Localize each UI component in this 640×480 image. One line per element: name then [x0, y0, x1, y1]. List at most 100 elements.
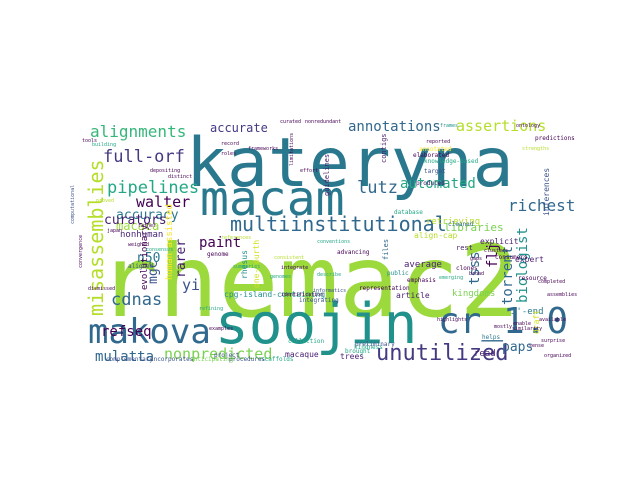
cloud-word: complementary	[106, 356, 153, 363]
cloud-word: sense	[529, 343, 544, 349]
cloud-word: target	[424, 168, 446, 175]
cloud-word: rather	[138, 223, 156, 229]
cloud-canvas	[71, 118, 570, 364]
cloud-word: alignments	[90, 122, 186, 141]
cloud-word: annotated	[419, 146, 452, 153]
cloud-word: article	[396, 291, 430, 300]
cloud-word: human-assisted	[165, 204, 175, 280]
cloud-word: rhemac2	[98, 223, 519, 340]
cloud-word: explicit	[480, 237, 519, 246]
cloud-word: full-orf	[103, 147, 185, 167]
cloud-word: predictions	[535, 135, 575, 142]
cloud-word: 5'-end	[511, 307, 544, 317]
cloud-word: aligned	[128, 263, 154, 270]
cloud-word: frames	[440, 123, 458, 129]
cloud-word: completed	[538, 279, 565, 285]
cloud-word: trees	[340, 352, 364, 361]
cloud-word: kingdoms	[452, 289, 495, 299]
cloud-word: distinct	[168, 174, 192, 180]
cloud-word: representation	[359, 285, 410, 292]
cloud-word: consensus	[146, 247, 173, 253]
cloud-word: highlights	[437, 317, 467, 323]
cloud-word: surprise	[541, 338, 565, 344]
cloud-word: mgc	[146, 261, 161, 284]
cloud-word: dismissed	[88, 286, 115, 292]
cloud-word: building	[92, 142, 116, 148]
cloud-word: automated	[400, 176, 476, 192]
cloud-word: cleaned	[448, 221, 474, 228]
cloud-word: curated	[280, 119, 301, 125]
cloud-word: paint	[199, 235, 241, 251]
cloud-word: japan	[107, 228, 122, 234]
cloud-word: misassemblies	[84, 159, 108, 316]
cloud-word: one-fourth	[252, 240, 261, 288]
cloud-word: cr_1.0	[438, 301, 568, 342]
cloud-word: refining	[199, 306, 223, 312]
cloud-word: strengths	[522, 146, 549, 152]
cloud-word: emerging	[439, 275, 463, 281]
cloud-word: gaps	[470, 256, 482, 262]
cloud-word: advancing	[337, 249, 370, 256]
cloud-word: resource	[518, 275, 547, 282]
cloud-word: nonredundant	[305, 119, 341, 125]
cloud-word: nonpredicted	[164, 345, 272, 363]
cloud-word: contigs	[380, 133, 388, 163]
cloud-word: guidelines	[323, 154, 331, 196]
cloud-word: cdnas	[111, 290, 162, 310]
cloud-word: scaffolds	[261, 356, 294, 363]
cloud-word: lutz	[357, 178, 398, 198]
cloud-word: project	[214, 352, 240, 359]
cloud-word: tsss	[467, 251, 483, 285]
cloud-word: clusters	[484, 248, 508, 254]
cloud-word: richest	[508, 196, 575, 215]
cloud-word: similarity	[512, 326, 542, 332]
cloud-word: mostly	[494, 324, 512, 330]
cloud-word: identification	[281, 292, 323, 298]
cloud-word: assertions	[456, 117, 546, 135]
cloud-word: mulatta	[95, 349, 154, 365]
cloud-word: informatics	[313, 288, 346, 294]
cloud-word: evolutionary	[140, 224, 150, 290]
cloud-word: produced	[416, 180, 445, 187]
cloud-word: accurate	[210, 121, 268, 135]
cloud-word: proved	[96, 198, 114, 204]
cloud-word: record	[221, 141, 239, 147]
cloud-word: macam	[200, 171, 345, 227]
cloud-word: walter	[136, 193, 190, 211]
cloud-word: organized	[544, 353, 571, 359]
cloud-word: genomes	[270, 274, 291, 280]
cloud-word: n50	[137, 251, 160, 266]
cloud-word: anticipating	[190, 356, 234, 363]
cloud-word: reported	[426, 139, 450, 145]
cloud-word: refseq	[101, 324, 152, 340]
cloud-word: kindness	[354, 344, 383, 351]
cloud-word: computational	[70, 185, 76, 224]
cloud-word: helps	[482, 334, 500, 341]
cloud-word: incorporates	[150, 356, 194, 363]
cloud-word: draft	[532, 310, 541, 334]
cloud-word: rarer	[174, 239, 189, 278]
cloud-word: convergence	[78, 235, 84, 268]
cloud-word: kateryna	[186, 124, 514, 203]
cloud-word: macaca	[116, 219, 159, 233]
cloud-word: preliminary	[355, 341, 395, 348]
cloud-word: inferences	[542, 168, 551, 216]
cloud-word: genome	[207, 251, 229, 258]
cloud-word: rhesus	[240, 250, 249, 279]
cloud-word: average	[404, 260, 442, 270]
cloud-word: references	[221, 235, 251, 241]
cloud-word: nonhuman	[120, 230, 163, 240]
cloud-word: public	[387, 270, 409, 277]
cloud-word: expert	[515, 255, 544, 264]
cloud-word: integrating	[299, 297, 339, 304]
cloud-word: annotations	[348, 119, 441, 135]
cloud-word: effort	[300, 168, 318, 174]
cloud-word: cpg-island-containing	[224, 290, 325, 299]
cloud-word: collection	[288, 338, 325, 345]
cloud-word: soojin	[215, 292, 417, 357]
cloud-word: broad	[469, 271, 484, 277]
cloud-word: frameworks	[248, 146, 278, 152]
cloud-word: multiinstitutional	[230, 212, 447, 236]
cloud-word: enable	[513, 321, 531, 327]
